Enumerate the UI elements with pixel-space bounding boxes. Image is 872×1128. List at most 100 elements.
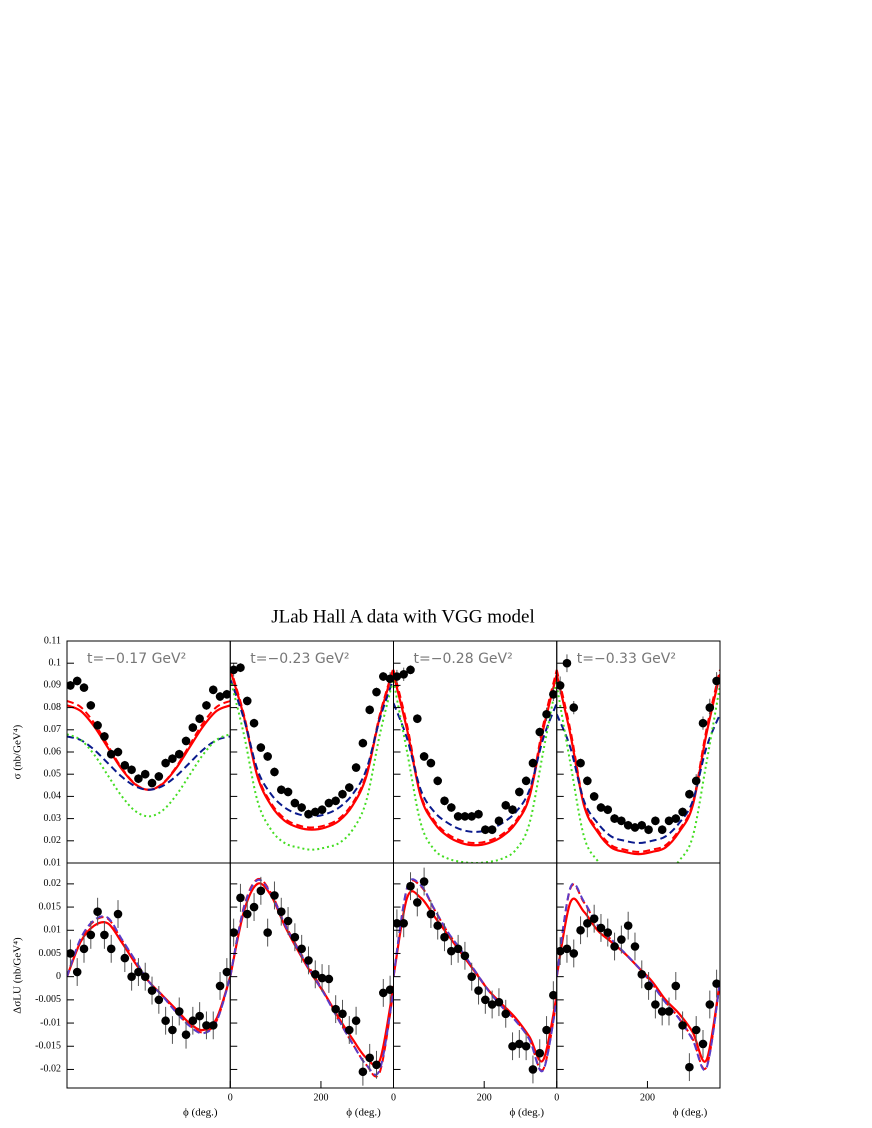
data-point: [127, 972, 136, 981]
data-point: [290, 932, 300, 942]
model-curve: [393, 702, 557, 833]
data-point: [134, 774, 143, 783]
data-point: [657, 1007, 667, 1016]
data-point: [256, 886, 266, 896]
y-axis-label: ΔσLU (nb/GeV⁴): [12, 937, 24, 1014]
x-tick-label: 200: [477, 1092, 492, 1103]
data-point: [202, 701, 211, 710]
model-curve: [230, 669, 394, 831]
data-point: [154, 995, 164, 1005]
data-point: [393, 919, 402, 928]
data-point: [188, 1016, 198, 1026]
y-tick-label: 0.04: [44, 791, 62, 802]
data-point: [651, 816, 660, 826]
data-point: [535, 1048, 545, 1058]
data-point: [589, 792, 599, 801]
data-point: [290, 798, 300, 808]
data-point: [270, 767, 279, 777]
data-point: [474, 809, 483, 819]
data-point: [685, 789, 694, 799]
data-point: [378, 988, 388, 998]
data-point: [93, 907, 102, 917]
model-curve: [67, 915, 231, 1035]
panel: [67, 897, 231, 1049]
data-point: [603, 928, 613, 937]
panel-label: t=−0.23 GeV²: [250, 651, 349, 667]
figure-title: JLab Hall A data with VGG model: [271, 606, 535, 627]
data-point: [344, 783, 354, 792]
data-point: [120, 761, 130, 770]
data-point: [93, 721, 102, 730]
model-curve: [393, 669, 557, 845]
data-point: [698, 1039, 708, 1049]
data-point: [671, 981, 681, 991]
y-tick-label: -0.02: [40, 1064, 61, 1075]
data-point: [630, 823, 640, 832]
data-point: [215, 981, 225, 991]
panel: [393, 867, 557, 1084]
data-point: [678, 1021, 687, 1030]
data-point: [685, 1062, 694, 1072]
data-point: [562, 944, 572, 954]
data-point: [174, 749, 184, 759]
data-point: [256, 743, 266, 752]
data-point: [168, 1025, 177, 1035]
panel: [67, 676, 231, 818]
data-point: [242, 909, 252, 919]
data-point: [168, 754, 177, 763]
data-point: [72, 676, 82, 686]
data-point: [508, 805, 517, 815]
y-tick-label: 0.01: [44, 925, 62, 936]
data-point: [351, 763, 361, 772]
data-point: [120, 953, 130, 963]
data-point: [426, 758, 436, 768]
y-tick-label: 0.08: [44, 702, 62, 713]
data-point: [331, 1004, 340, 1014]
data-point: [705, 703, 715, 712]
data-point: [249, 718, 259, 728]
data-point: [610, 942, 619, 951]
y-tick-label: 0.005: [39, 948, 62, 959]
data-point: [399, 670, 409, 679]
panel-label: t=−0.28 GeV²: [414, 651, 513, 667]
data-point: [474, 986, 483, 995]
data-point: [413, 714, 422, 723]
data-point: [535, 727, 545, 737]
y-tick-label: 0.015: [39, 901, 62, 912]
data-point: [372, 1060, 381, 1070]
data-point: [433, 921, 443, 930]
model-curve: [230, 667, 394, 829]
data-point: [644, 981, 653, 991]
data-point: [460, 951, 470, 961]
data-point: [358, 1067, 368, 1077]
data-point: [467, 812, 477, 821]
data-point: [331, 796, 340, 806]
data-point: [140, 769, 150, 779]
data-point: [549, 990, 557, 1000]
data-point: [351, 1016, 361, 1026]
data-point: [440, 796, 449, 806]
data-point: [637, 820, 647, 830]
y-tick-label: -0.015: [35, 1041, 61, 1052]
data-point: [100, 930, 109, 940]
data-point: [188, 723, 198, 732]
data-point: [508, 1041, 517, 1051]
data-point: [72, 967, 82, 977]
data-point: [596, 923, 606, 933]
model-curve: [230, 678, 394, 851]
data-point: [222, 967, 231, 977]
panel: [556, 882, 720, 1082]
data-point: [283, 787, 293, 797]
data-point: [419, 877, 429, 886]
x-tick-label: 200: [640, 1092, 655, 1103]
data-point: [134, 967, 143, 977]
data-point: [154, 772, 164, 781]
data-point: [304, 809, 313, 819]
data-point: [576, 758, 585, 768]
data-point: [147, 986, 157, 995]
y-tick-label: 0.05: [44, 768, 62, 779]
data-point: [433, 776, 443, 786]
y-tick-label: -0.01: [40, 1017, 61, 1028]
x-tick-label: 0: [228, 1092, 233, 1103]
model-curve: [230, 678, 394, 818]
